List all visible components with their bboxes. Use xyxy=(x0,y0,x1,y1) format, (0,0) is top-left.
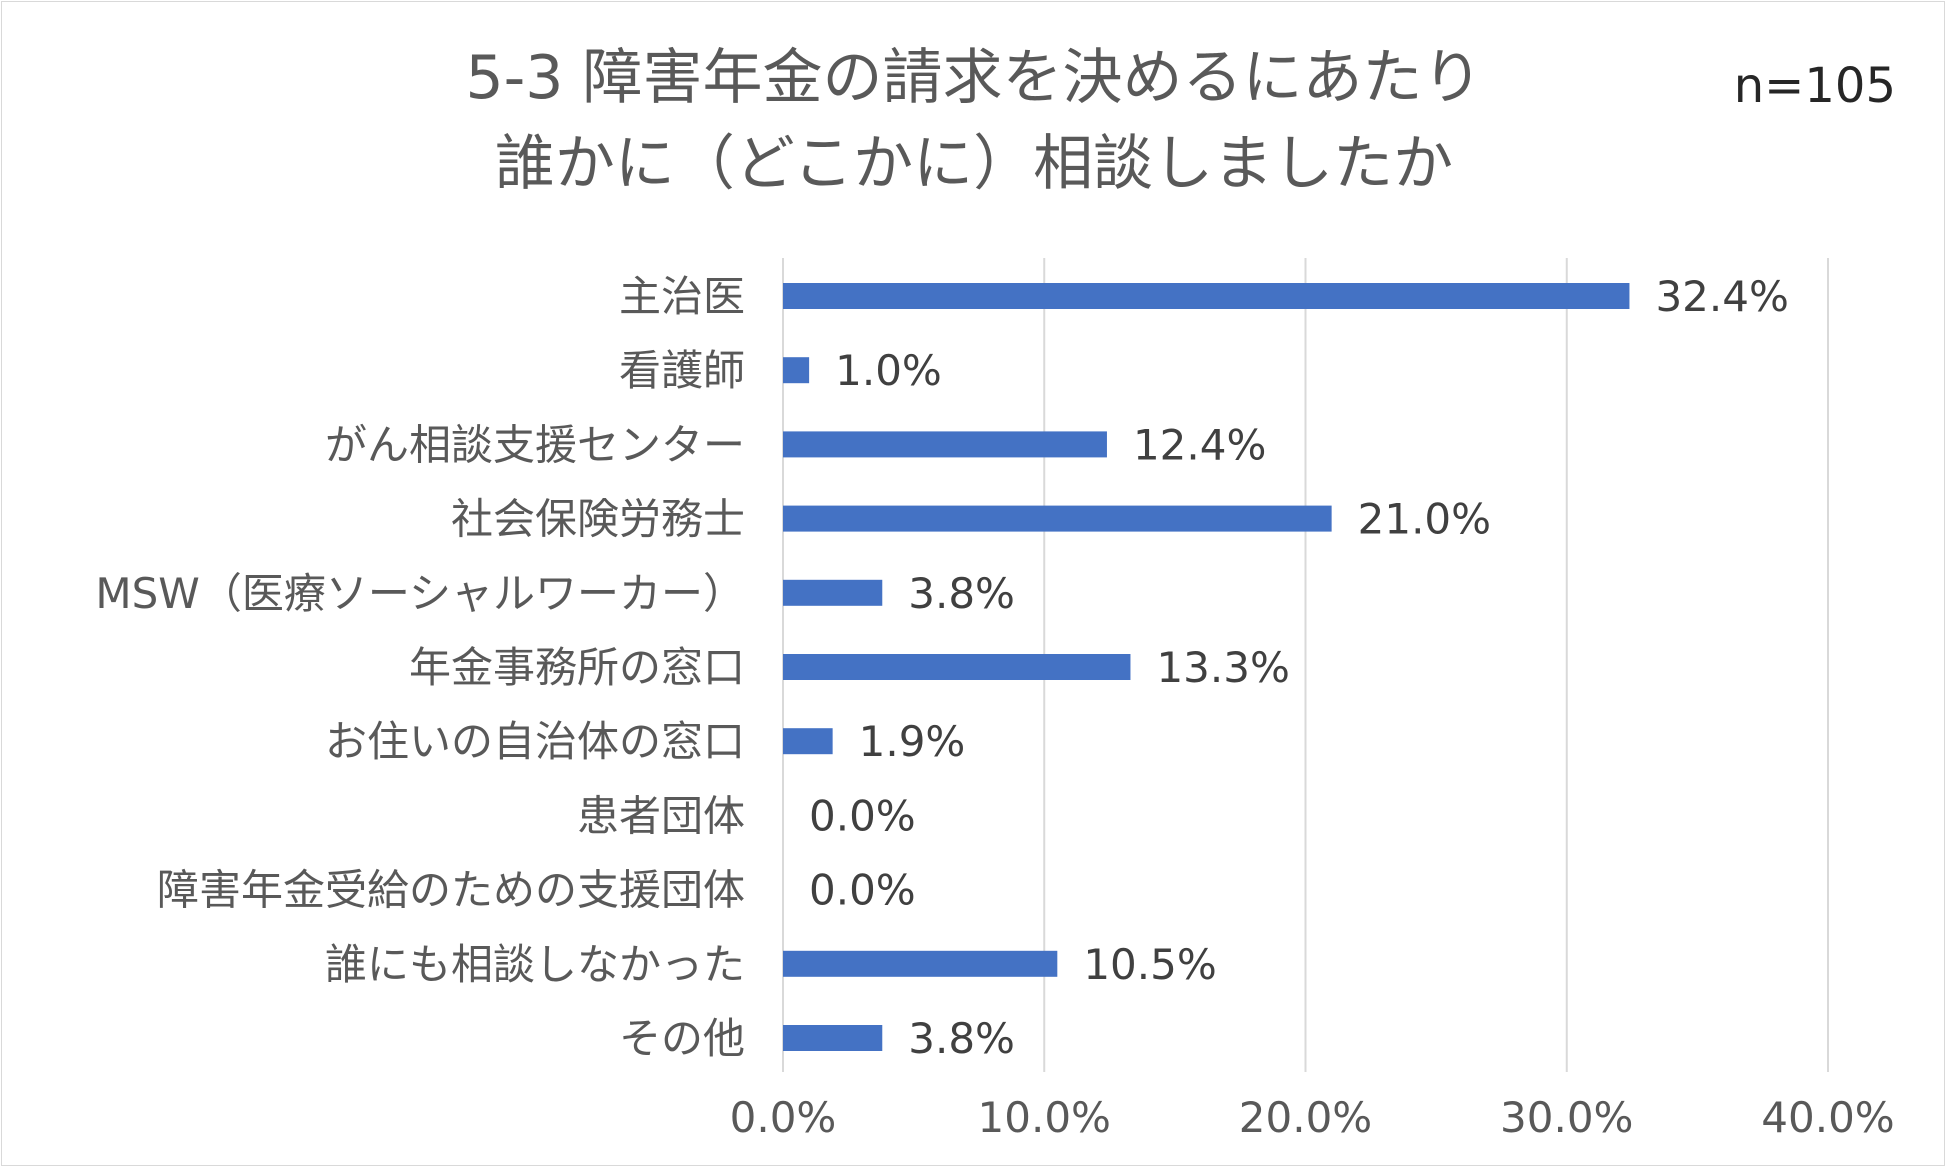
bar-4 xyxy=(783,579,883,606)
category-label-3: 社会保険労務士 xyxy=(451,495,745,544)
category-label-7: 患者団体 xyxy=(577,791,745,840)
category-label-8: 障害年金受給のための支援団体 xyxy=(157,866,745,915)
x-tick-label-0: 0.0% xyxy=(730,1093,837,1142)
chart-title-line-2: 誰かに（どこかに）相談しましたか xyxy=(495,129,1453,199)
category-label-0: 主治医 xyxy=(619,272,745,321)
data-label-10: 3.8% xyxy=(908,1014,1015,1063)
x-tick-label-30: 30.0% xyxy=(1500,1093,1633,1142)
data-label-1: 1.0% xyxy=(835,346,942,395)
bar-6 xyxy=(783,728,833,755)
x-tick-label-40: 40.0% xyxy=(1761,1093,1894,1142)
chart-title-line-1: 5-3 障害年金の請求を決めるにあたり xyxy=(465,43,1482,113)
bar-10 xyxy=(783,1025,883,1051)
x-tick-label-20: 20.0% xyxy=(1239,1093,1372,1142)
category-label-6: お住いの自治体の窓口 xyxy=(325,717,745,766)
category-label-9: 誰にも相談しなかった xyxy=(325,940,745,989)
data-label-5: 13.3% xyxy=(1156,643,1289,692)
category-label-4: MSW（医療ソーシャルワーカー） xyxy=(95,569,745,618)
category-label-5: 年金事務所の窓口 xyxy=(409,643,745,692)
data-label-3: 21.0% xyxy=(1358,495,1491,544)
data-label-0: 32.4% xyxy=(1655,272,1788,321)
data-label-8: 0.0% xyxy=(809,866,916,915)
bar-2 xyxy=(783,431,1107,458)
data-label-7: 0.0% xyxy=(809,791,916,840)
bar-9 xyxy=(783,950,1058,977)
bar-5 xyxy=(783,654,1131,680)
x-axis-tick-labels: 0.0% 10.0% 20.0% 30.0% 40.0% xyxy=(730,1093,1895,1142)
data-labels: 32.4% 1.0% 12.4% 21.0% 3.8% 13.3% 1.9% 0.0% 0.0%… xyxy=(809,272,1789,1063)
x-tick-label-10: 10.0% xyxy=(978,1093,1111,1142)
category-label-1: 看護師 xyxy=(619,346,745,395)
category-label-10: その他 xyxy=(619,1014,745,1063)
sample-size-label: n=105 xyxy=(1734,58,1896,114)
bar-3 xyxy=(783,505,1332,532)
bars xyxy=(783,283,1630,1051)
category-label-2: がん相談支援センター xyxy=(325,420,745,469)
bar-0 xyxy=(783,283,1630,309)
data-label-9: 10.5% xyxy=(1083,940,1216,989)
data-label-4: 3.8% xyxy=(908,569,1015,618)
data-label-6: 1.9% xyxy=(859,717,966,766)
data-label-2: 12.4% xyxy=(1133,420,1266,469)
bar-1 xyxy=(783,357,810,384)
